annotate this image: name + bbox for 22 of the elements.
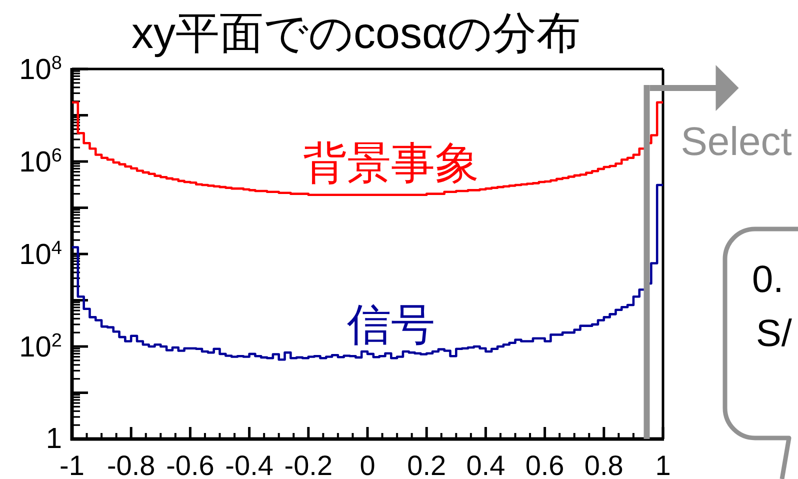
y-tick-label: 10$^{8}$ [19, 52, 62, 86]
x-tick-label: -0.2 [284, 450, 333, 479]
y-tick-label: 10$^{2}$ [19, 330, 62, 364]
x-tick-label: 0 [360, 450, 376, 479]
y-tick-label: 10$^{6}$ [19, 144, 62, 178]
chart-title: xy平面でのcosαの分布 [132, 9, 580, 58]
y-tick-label: 1 [46, 423, 62, 455]
x-tick-label: -1 [60, 450, 84, 479]
x-tick-label: -0.8 [106, 450, 156, 479]
series-label: 信号 [347, 300, 436, 350]
ref-line-label: Select [680, 120, 792, 164]
x-tick-label: -0.6 [166, 450, 214, 479]
text: S/ [756, 313, 792, 355]
x-tick-label: 0.6 [525, 450, 564, 479]
y-tick-label: 10$^{4}$ [19, 237, 62, 271]
x-tick-label: 0.8 [584, 450, 624, 479]
text: 0. [752, 259, 784, 301]
x-tick-label: -0.4 [225, 450, 274, 479]
x-tick-label: 0.2 [407, 450, 446, 479]
x-tick-label: 1 [655, 450, 671, 479]
x-tick-label: 0.4 [466, 450, 506, 479]
series-label: 背景事象 [303, 139, 480, 188]
